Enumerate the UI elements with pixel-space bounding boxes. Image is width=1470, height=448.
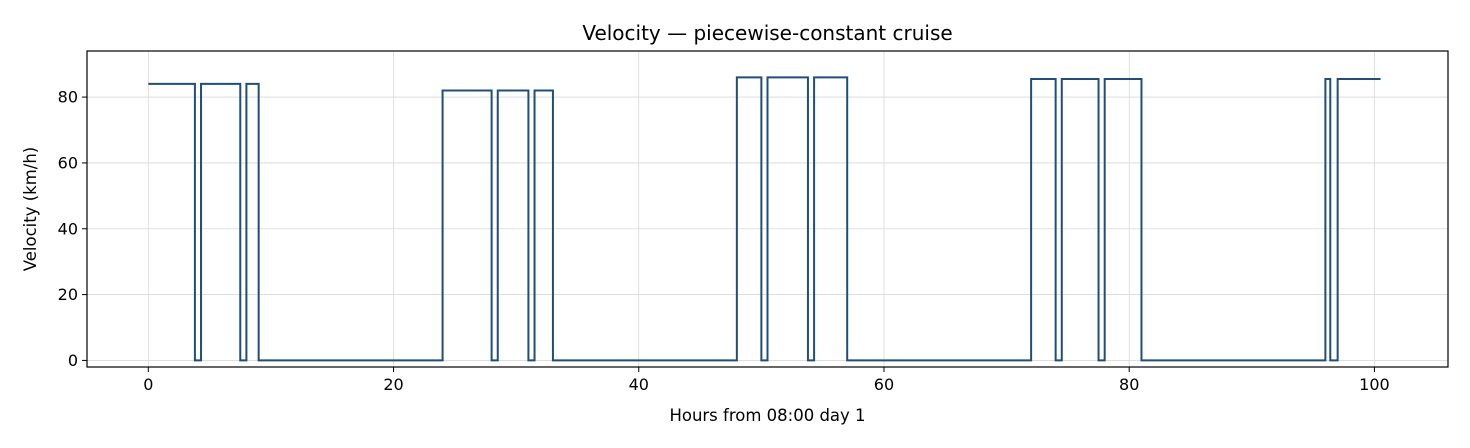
plot-frame <box>86 50 1449 368</box>
y-tick-label: 20 <box>58 285 78 304</box>
x-tick-label: 80 <box>1119 375 1139 394</box>
chart-title: Velocity — piecewise-constant cruise <box>582 21 952 45</box>
axes-ticks: 0 20 40 60 80 100 0 20 40 60 80 <box>58 88 1390 394</box>
x-tick-label: 60 <box>874 375 894 394</box>
x-tick-label: 100 <box>1359 375 1390 394</box>
y-tick-label: 80 <box>58 88 78 107</box>
y-tick-label: 60 <box>58 153 78 172</box>
x-tick-label: 0 <box>143 375 153 394</box>
y-axis-label: Velocity (km/h) <box>21 147 40 272</box>
y-tick-label: 0 <box>68 351 78 370</box>
x-tick-label: 20 <box>383 375 403 394</box>
x-axis-label: Hours from 08:00 day 1 <box>669 406 865 425</box>
velocity-series-line <box>148 76 1381 362</box>
series-layer <box>148 76 1381 362</box>
x-tick-label: 40 <box>629 375 649 394</box>
y-tick-label: 40 <box>58 219 78 238</box>
